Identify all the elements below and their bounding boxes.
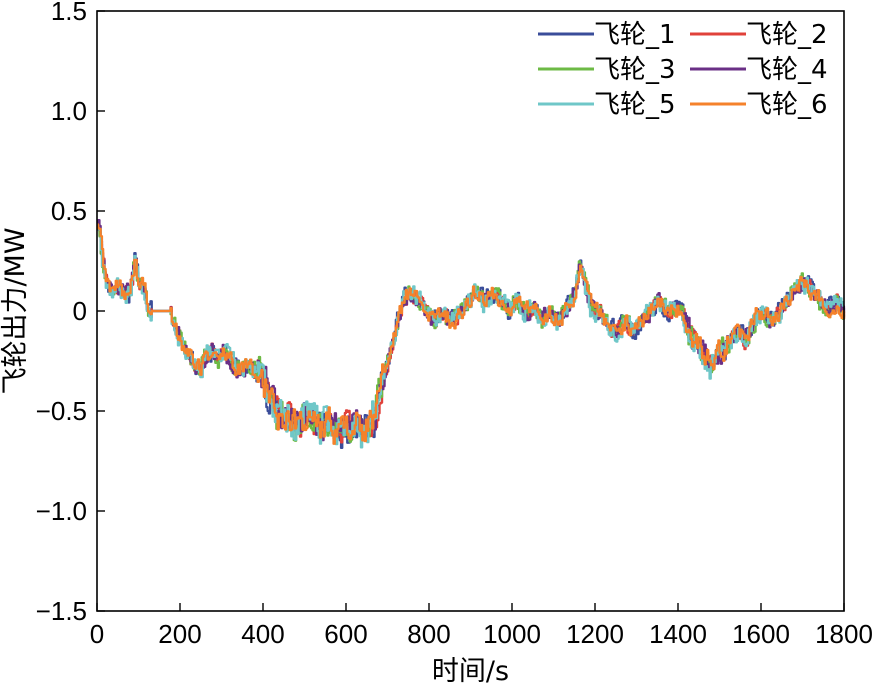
series-line-6 — [97, 223, 846, 445]
legend-label: 飞轮_1 — [594, 20, 676, 50]
x-axis-title: 时间/s — [432, 656, 509, 687]
x-tick-label: 400 — [241, 619, 284, 649]
legend-label: 飞轮_2 — [746, 20, 828, 50]
legend-label: 飞轮_4 — [746, 55, 828, 85]
y-tick-label: −1.0 — [36, 496, 87, 526]
plot-series-group — [97, 219, 846, 449]
x-tick-label: 200 — [158, 619, 201, 649]
x-tick-label: 0 — [90, 619, 104, 649]
x-tick-label: 1400 — [649, 619, 707, 649]
x-tick-label: 1800 — [815, 619, 873, 649]
y-tick-label: 1.0 — [51, 96, 87, 126]
plot-frame — [96, 10, 845, 612]
y-tick-label: −0.5 — [36, 396, 87, 426]
x-tick-label: 800 — [407, 619, 450, 649]
x-tick-label: 1600 — [732, 619, 790, 649]
y-tick-label: 0 — [73, 296, 87, 326]
legend-label: 飞轮_3 — [594, 55, 676, 85]
y-tick-label: −1.5 — [36, 596, 87, 626]
x-tick-label: 600 — [324, 619, 367, 649]
legend-label: 飞轮_5 — [594, 90, 676, 120]
x-tick-label: 1200 — [566, 619, 624, 649]
tick-group: 0 200 400 600 800 1000 1200 1400 1600 1800 −1.5 −1.… — [36, 0, 873, 649]
legend: 飞轮_1 飞轮_2 飞轮_3 飞轮_4 飞轮_5 飞轮_6 — [538, 20, 828, 120]
y-tick-label: 1.5 — [51, 0, 87, 26]
legend-label: 飞轮_6 — [746, 90, 828, 120]
y-tick-label: 0.5 — [51, 196, 87, 226]
y-axis-title: 飞轮出力/MW — [0, 227, 31, 394]
x-tick-label: 1000 — [483, 619, 541, 649]
